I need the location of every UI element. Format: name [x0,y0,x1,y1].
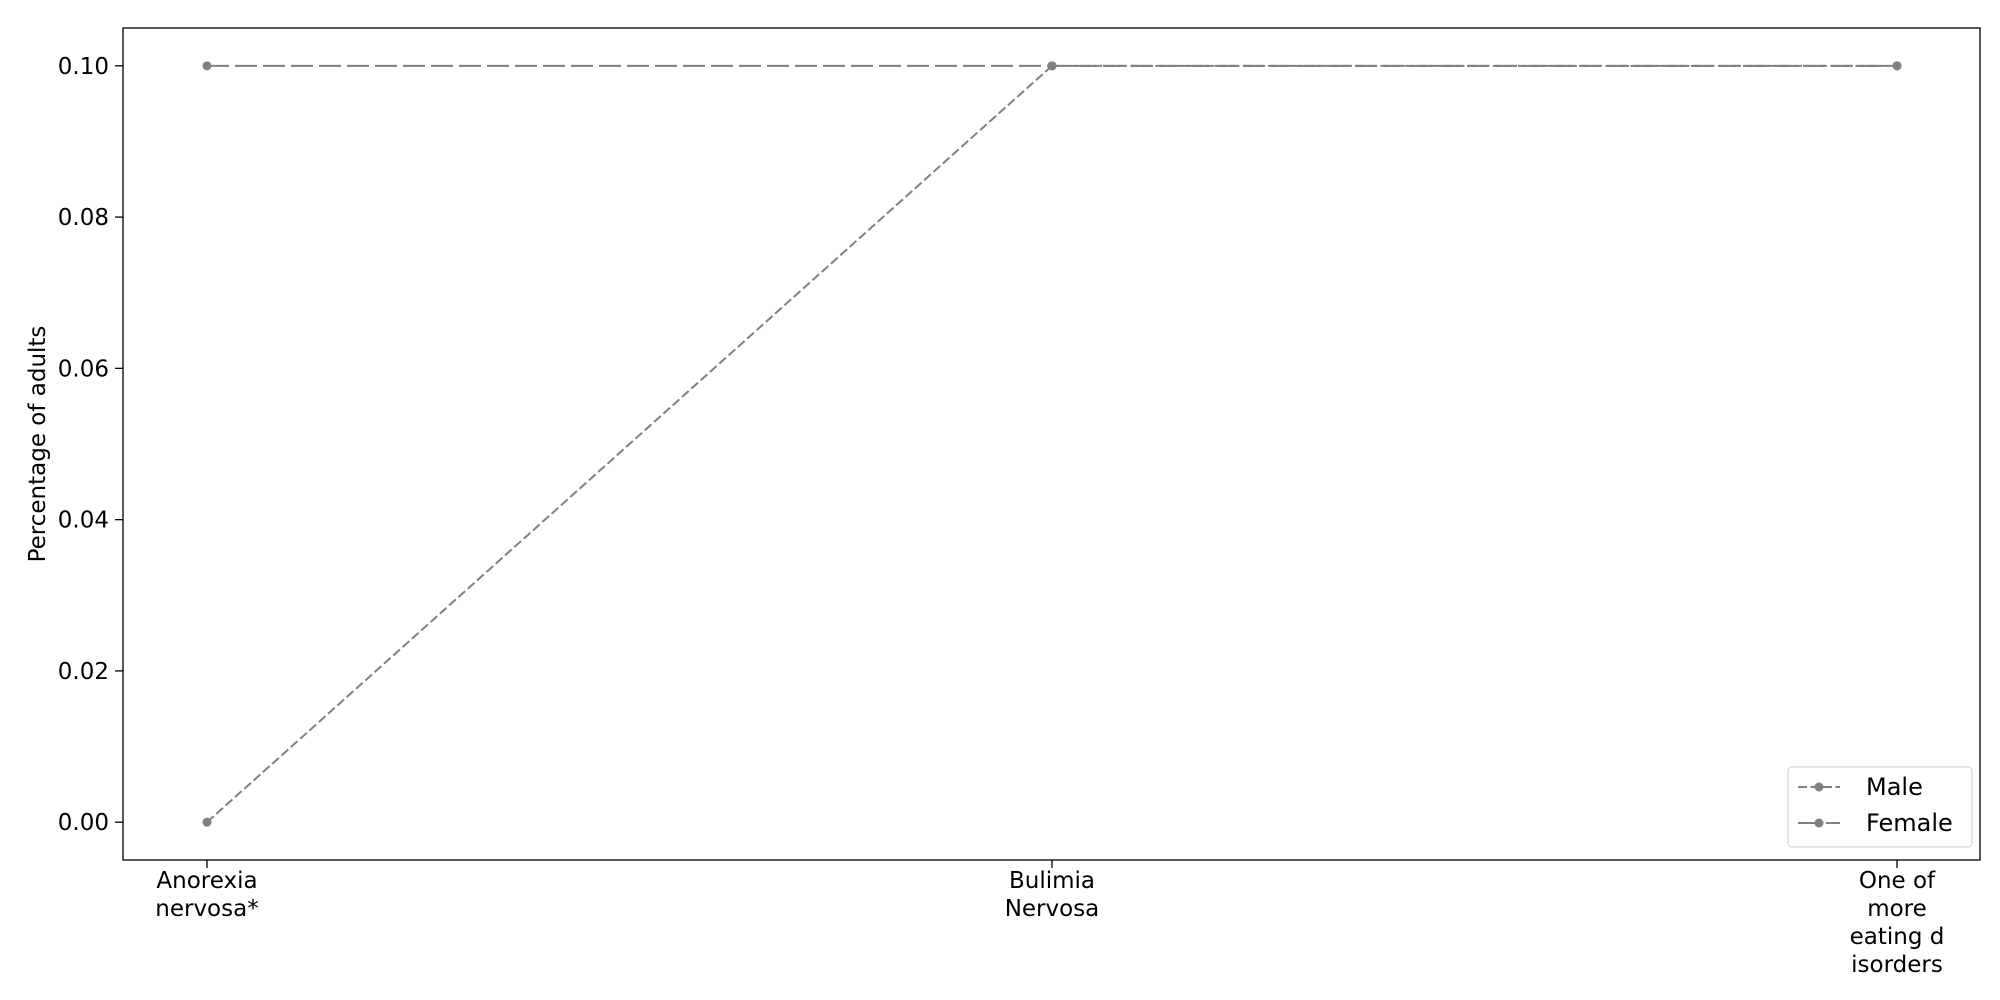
legend-swatch-marker [1814,818,1824,828]
legend: Male Female [1787,766,1973,848]
legend-entry-female: Female [1798,809,1953,837]
x-tick-label-line: One of [1859,868,1936,894]
x-tick-label-line: Anorexia [156,868,257,894]
y-tick-label: 0.00 [58,810,109,836]
x-tick-label-line: Nervosa [1005,896,1100,922]
legend-swatch-marker [1814,782,1824,792]
x-axis: Anorexia nervosa* Bulimia Nervosa One of more… [155,860,1944,978]
series-layer [202,61,1902,827]
data-point-female [1047,61,1057,71]
x-tick-label: Bulimia Nervosa [1005,868,1100,922]
legend-entry-male: Male [1798,773,1923,801]
data-point-female [202,61,212,71]
y-tick-label: 0.04 [58,508,109,534]
series-female [202,61,1902,71]
x-tick-label: Anorexia nervosa* [155,868,258,922]
series-line-male [206,64,1897,823]
x-tick-label-line: eating d [1850,924,1945,950]
plot-area [122,27,1981,861]
legend-label: Female [1866,809,1953,837]
y-tick-label: 0.02 [58,659,109,685]
data-point-female [1892,61,1902,71]
legend-frame [1787,766,1973,848]
y-tick-label: 0.10 [58,54,109,80]
x-tick-label-line: isorders [1851,952,1943,978]
x-tick-label-line: more [1867,896,1927,922]
y-axis-label: Percentage of adults [25,326,51,563]
y-tick-label: 0.08 [58,205,109,231]
x-tick-label: One of more eating d isorders [1850,868,1945,978]
data-point-male [202,817,212,827]
legend-label: Male [1866,773,1923,801]
x-tick-label-line: nervosa* [155,896,258,922]
x-tick-label-line: Bulimia [1009,868,1095,894]
y-tick-label: 0.06 [58,356,109,382]
y-axis: 0.00 0.02 0.04 0.06 0.08 0.10 [58,54,123,836]
